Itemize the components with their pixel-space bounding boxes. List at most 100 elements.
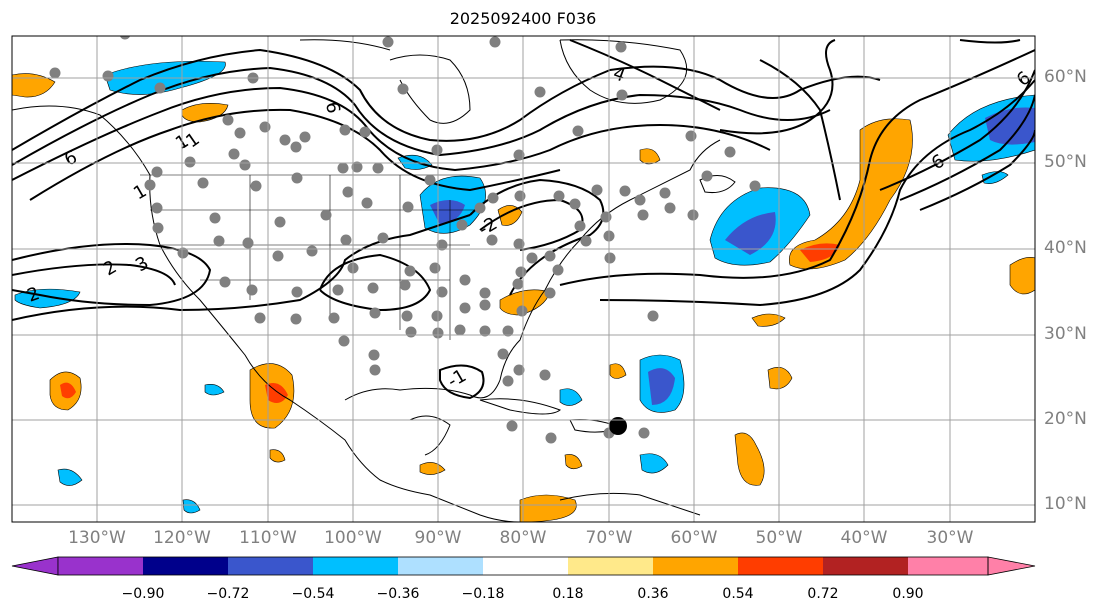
anomaly-blue-region — [182, 499, 201, 514]
contour-line — [12, 263, 176, 286]
contour-line — [12, 86, 771, 181]
gulf-coastline — [344, 139, 721, 401]
lon-label: 60°W — [670, 528, 718, 548]
anomaly-orange-region — [800, 243, 840, 262]
colorbar-segment — [398, 557, 483, 575]
contour-line — [559, 49, 1035, 286]
anomaly-orange-region — [265, 382, 288, 404]
contour-label: 6 — [928, 150, 948, 174]
colorbar-extend-high — [987, 556, 1036, 576]
colorbar-tick-label: 0.90 — [892, 586, 924, 602]
contour-line — [12, 214, 471, 321]
colorbar-tick-label: −0.18 — [461, 586, 505, 602]
storm-center-marker — [609, 417, 627, 435]
colorbar-tick-label: −0.54 — [291, 586, 335, 602]
contour-line — [899, 94, 1035, 201]
anomaly-blue-region — [985, 107, 1035, 145]
colorbar-segment — [823, 557, 908, 575]
anomaly-orange-region — [497, 205, 523, 226]
anomaly-blue-region — [639, 453, 669, 474]
contour-line — [599, 79, 1035, 307]
anomaly-orange-region — [60, 382, 76, 399]
colorbar-segment — [483, 557, 568, 575]
contour-line — [319, 253, 432, 312]
anomaly-blue-region — [57, 468, 83, 486]
anomaly-orange-region — [12, 73, 56, 98]
anomaly-fills — [12, 60, 1035, 522]
anomaly-blue-region — [648, 368, 675, 405]
anomaly-blue-region — [204, 384, 225, 396]
contour-line — [479, 198, 584, 251]
lat-label: 40°N — [1044, 238, 1087, 258]
contour-line — [12, 243, 212, 307]
colorbar-segment — [143, 557, 228, 575]
contour-line — [29, 108, 561, 201]
lat-label: 20°N — [1044, 409, 1087, 429]
lat-label: 60°N — [1044, 67, 1087, 87]
lon-label: 120°W — [153, 528, 211, 548]
contour-line — [919, 129, 1035, 211]
colorbar — [11, 556, 1036, 576]
colorbar-tick-label: −0.72 — [206, 586, 250, 602]
lon-label: 90°W — [414, 528, 462, 548]
anomaly-orange-region — [609, 363, 627, 379]
colorbar-segment — [568, 557, 653, 575]
coastlines — [12, 39, 736, 522]
anomaly-blue-region — [559, 388, 583, 406]
contour-label: 4 — [610, 63, 628, 87]
lon-label: 80°W — [499, 528, 547, 548]
contour-label: 3 — [132, 252, 152, 276]
lon-label: 100°W — [324, 528, 382, 548]
colorbar-tick-label: −0.90 — [121, 586, 165, 602]
station-dots — [49, 36, 761, 444]
anomaly-orange-region — [734, 432, 765, 486]
anomaly-orange-region — [767, 367, 793, 390]
colorbar-tick-label: 0.54 — [722, 586, 754, 602]
contour-line — [719, 39, 836, 135]
contour-line — [12, 48, 881, 151]
contour-line — [439, 364, 485, 400]
cuba-coastline — [479, 398, 562, 415]
contour-line — [569, 39, 721, 111]
colorbar-extend-low — [11, 556, 59, 576]
contour-line — [959, 39, 1021, 44]
gridlines — [12, 36, 1035, 522]
contour-label: 2 — [100, 256, 120, 280]
map-frame — [11, 35, 1036, 523]
map-title: 2025092400 F036 — [449, 9, 597, 28]
colorbar-segment — [313, 557, 398, 575]
contour-label: 6 — [321, 100, 344, 115]
anomaly-blue-region — [725, 212, 776, 255]
lat-label: 10°N — [1044, 494, 1087, 514]
canada-arctic-coastline — [299, 39, 391, 51]
lon-label: 110°W — [239, 528, 297, 548]
lon-label: 130°W — [68, 528, 126, 548]
lon-label: 40°W — [840, 528, 888, 548]
anomaly-orange-region — [751, 313, 786, 327]
contour-label: -2 — [475, 213, 501, 240]
anomaly-orange-region — [564, 454, 583, 470]
colorbar-tick-label: 0.72 — [807, 586, 839, 602]
colorbar-tick-label: 0.18 — [552, 586, 584, 602]
contour-line — [879, 69, 1035, 191]
anomaly-orange-region — [639, 148, 661, 165]
yucatan-coastline — [409, 415, 451, 456]
lon-label: 70°W — [585, 528, 633, 548]
lon-label: 50°W — [755, 528, 803, 548]
contour-line — [759, 59, 841, 201]
lat-label: 30°N — [1044, 324, 1087, 344]
anomaly-orange-region — [519, 494, 577, 522]
north-america-coastline — [12, 105, 521, 522]
anomaly-orange-region — [499, 289, 551, 316]
south-america-coastline — [559, 492, 701, 516]
lon-label: 30°W — [926, 528, 974, 548]
lat-label: 50°N — [1044, 152, 1087, 172]
hudson-coastline — [389, 54, 471, 124]
anomaly-blue-region — [430, 200, 465, 225]
colorbar-tick-label: −0.36 — [376, 586, 420, 602]
contour-label: 6 — [61, 147, 80, 171]
colorbar-segment — [908, 557, 988, 575]
anomaly-blue-region — [981, 171, 1009, 184]
colorbar-segment — [228, 557, 313, 575]
